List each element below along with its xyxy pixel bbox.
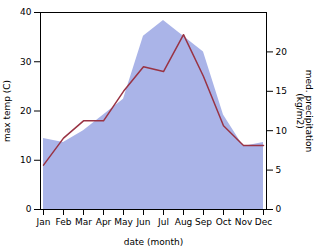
svg-text:Jul: Jul xyxy=(157,217,169,227)
svg-text:30: 30 xyxy=(20,57,32,67)
svg-text:Jun: Jun xyxy=(135,217,150,227)
svg-text:15: 15 xyxy=(276,86,287,96)
svg-text:Nov: Nov xyxy=(235,217,253,227)
svg-text:10: 10 xyxy=(20,155,32,165)
svg-text:Aug: Aug xyxy=(175,217,193,227)
svg-text:Jan: Jan xyxy=(36,217,51,227)
svg-text:max temp (C): max temp (C) xyxy=(2,80,12,142)
svg-text:Dec: Dec xyxy=(255,217,272,227)
svg-text:Apr: Apr xyxy=(96,217,112,227)
svg-text:10: 10 xyxy=(276,126,288,136)
svg-text:Sep: Sep xyxy=(195,217,212,227)
svg-text:Feb: Feb xyxy=(56,217,72,227)
svg-text:20: 20 xyxy=(20,106,32,116)
svg-text:0: 0 xyxy=(26,204,32,214)
svg-text:Oct: Oct xyxy=(216,217,232,227)
svg-text:40: 40 xyxy=(20,7,32,17)
svg-text:May: May xyxy=(114,217,133,227)
svg-text:5: 5 xyxy=(276,165,282,175)
svg-text:0: 0 xyxy=(276,204,282,214)
svg-text:date (month): date (month) xyxy=(124,237,183,247)
svg-text:Mar: Mar xyxy=(75,217,92,227)
svg-text:med. precipitation(kg/m2): med. precipitation(kg/m2) xyxy=(295,70,314,152)
svg-text:20: 20 xyxy=(276,47,288,57)
